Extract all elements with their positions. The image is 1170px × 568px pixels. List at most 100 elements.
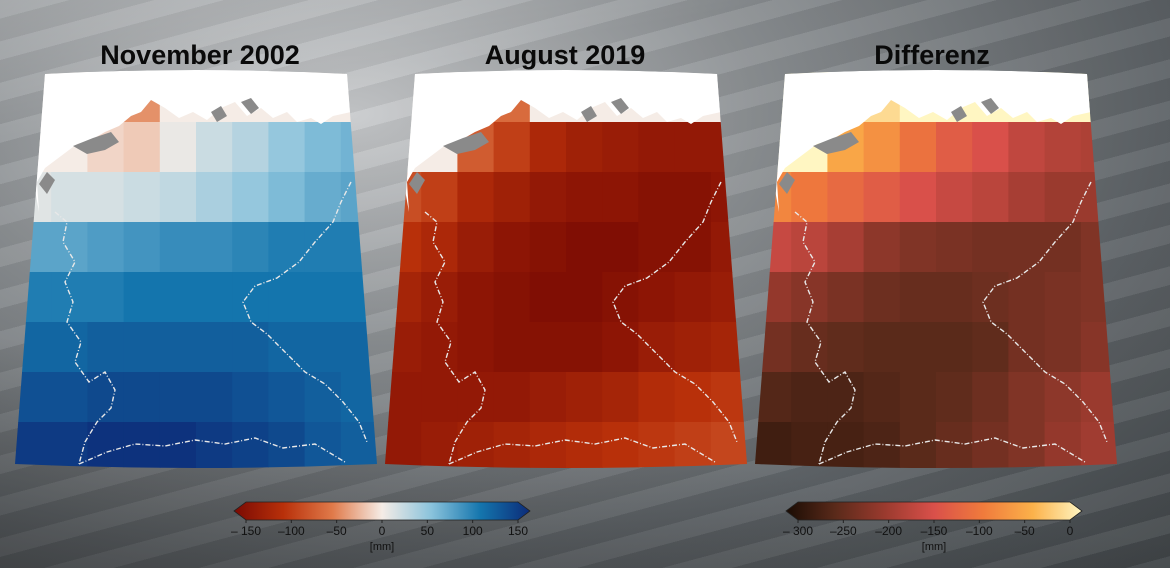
grid-cell-august-2019 <box>674 372 712 423</box>
grid-cell-november-2002 <box>232 172 269 223</box>
grid-cell-differenz <box>791 272 828 323</box>
grid-cell-november-2002 <box>87 322 125 373</box>
grid-cell-august-2019 <box>566 172 603 223</box>
grid-cell-november-2002 <box>232 222 269 273</box>
grid-cell-november-2002 <box>15 222 52 273</box>
grid-cell-august-2019 <box>529 172 567 223</box>
grid-cell-november-2002 <box>51 422 88 468</box>
grid-cell-august-2019 <box>457 172 495 223</box>
grid-cell-differenz <box>1080 272 1117 323</box>
grid-cell-november-2002 <box>232 422 269 468</box>
colorbar-tick-label: –100 <box>965 524 993 538</box>
grid-cell-differenz <box>1008 372 1046 423</box>
grid-cell-august-2019 <box>493 422 531 468</box>
colorbar-difference <box>785 501 1083 523</box>
grid-cell-august-2019 <box>457 322 495 373</box>
grid-cell-november-2002 <box>196 172 233 223</box>
grid-cell-november-2002 <box>51 322 88 373</box>
grid-cell-november-2002 <box>196 272 233 323</box>
colorbar-unit: [mm] <box>921 541 947 553</box>
grid-cell-august-2019 <box>602 172 639 223</box>
map-november-2002 <box>15 70 377 468</box>
grid-cell-august-2019 <box>710 422 747 468</box>
grid-cell-november-2002 <box>232 372 269 423</box>
grid-cell-differenz <box>863 422 901 468</box>
grid-cell-differenz <box>936 172 973 223</box>
grid-cell-november-2002 <box>15 372 52 423</box>
grid-cell-august-2019 <box>674 322 712 373</box>
colorbar-tick-label: – 150 <box>230 524 262 538</box>
grid-cell-november-2002 <box>196 422 233 468</box>
grid-cell-august-2019 <box>493 122 531 173</box>
grid-cell-november-2002 <box>15 272 52 323</box>
grid-cell-differenz <box>899 122 937 173</box>
grid-cell-august-2019 <box>385 222 422 273</box>
grid-cell-august-2019 <box>529 422 567 468</box>
grid-cell-august-2019 <box>493 172 531 223</box>
grid-cell-differenz <box>972 222 1009 273</box>
grid-cell-august-2019 <box>710 172 747 223</box>
coastline-land <box>409 172 425 194</box>
grid-cell-august-2019 <box>674 122 712 173</box>
grid-cell-august-2019 <box>566 372 603 423</box>
grid-cell-november-2002 <box>340 322 377 373</box>
grid-cell-november-2002 <box>232 272 269 323</box>
grid-cell-differenz <box>827 222 865 273</box>
grid-cell-november-2002 <box>196 322 233 373</box>
grid-cell-august-2019 <box>674 272 712 323</box>
grid-cell-differenz <box>1008 272 1046 323</box>
grid-cell-august-2019 <box>385 272 422 323</box>
grid-cell-differenz <box>1008 222 1046 273</box>
grid-cell-november-2002 <box>304 272 342 323</box>
grid-cell-november-2002 <box>123 372 161 423</box>
grid-cell-differenz <box>791 222 828 273</box>
grid-cell-august-2019 <box>566 272 603 323</box>
colorbar-tick-label: –50 <box>326 524 347 538</box>
national-border <box>794 181 1108 465</box>
grid-cell-august-2019 <box>421 372 458 423</box>
grid-cell-august-2019 <box>566 322 603 373</box>
coastline-land <box>39 172 55 194</box>
grid-cell-november-2002 <box>268 272 306 323</box>
grid-cell-august-2019 <box>602 322 639 373</box>
grid-cell-august-2019 <box>710 322 747 373</box>
colorbar-anomaly <box>233 501 531 523</box>
grid-cell-august-2019 <box>421 272 458 323</box>
national-border <box>54 181 368 465</box>
grid-cell-differenz <box>863 222 901 273</box>
grid-cell-differenz <box>827 422 865 468</box>
grid-cell-differenz <box>755 322 792 373</box>
grid-cell-november-2002 <box>159 272 197 323</box>
colorbar-tick-label: –50 <box>1014 524 1035 538</box>
grid-cell-november-2002 <box>232 322 269 373</box>
panel-title-differenz: Differenz <box>874 40 990 70</box>
grid-cell-differenz <box>1080 122 1117 173</box>
colorbar-tick-label: 0 <box>378 524 386 538</box>
grid-cell-november-2002 <box>268 372 306 423</box>
grid-cell-november-2002 <box>304 422 342 468</box>
grid-cell-differenz <box>936 322 973 373</box>
grid-cell-differenz <box>755 422 792 468</box>
grid-cell-differenz <box>1008 172 1046 223</box>
map-differenz <box>755 70 1117 468</box>
grid-cell-august-2019 <box>421 172 458 223</box>
grid-cell-differenz <box>863 322 901 373</box>
grid-cell-differenz <box>863 122 901 173</box>
grid-cell-differenz <box>755 372 792 423</box>
grid-cell-august-2019 <box>602 372 639 423</box>
grid-cell-differenz <box>972 122 1009 173</box>
grid-cell-november-2002 <box>159 222 197 273</box>
grid-cell-differenz <box>1080 372 1117 423</box>
grid-cell-august-2019 <box>385 422 422 468</box>
grid-cell-august-2019 <box>602 272 639 323</box>
grid-cell-november-2002 <box>51 372 88 423</box>
grid-cell-differenz <box>972 322 1009 373</box>
grid-cell-august-2019 <box>638 372 676 423</box>
coastline-land <box>443 132 489 154</box>
grid-cell-differenz <box>899 422 937 468</box>
grid-cell-differenz <box>1080 172 1117 223</box>
grid-cell-august-2019 <box>457 422 495 468</box>
grid-cell-differenz <box>1080 322 1117 373</box>
coastline-land <box>813 132 859 154</box>
grid-cell-august-2019 <box>638 322 676 373</box>
